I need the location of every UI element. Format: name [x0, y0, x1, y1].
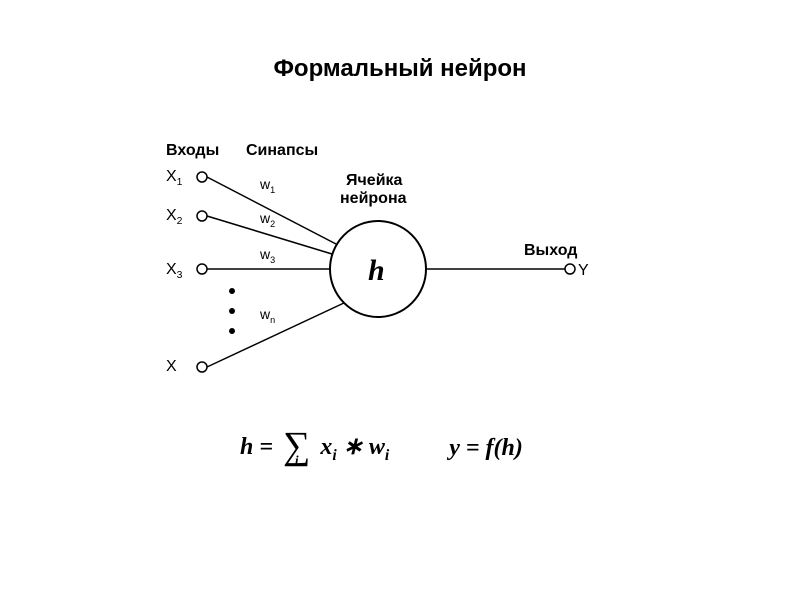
label-synapses_header: Синапсы [246, 142, 318, 160]
label-out_header: Выход [524, 242, 577, 260]
formula-h: h = ∑ i xi ∗ wi [240, 432, 389, 465]
diagram-page: { "title": { "text": "Формальный нейрон"… [0, 0, 800, 600]
label-xn: X [166, 358, 177, 376]
label-inputs_header: Входы [166, 142, 219, 160]
label-x3: X3 [166, 261, 182, 281]
label-w2: w2 [260, 210, 275, 229]
label-x1: X1 [166, 168, 182, 188]
label-y: Y [578, 262, 589, 280]
label-x2: X2 [166, 207, 182, 227]
label-h_in_circle: h [368, 254, 385, 288]
label-cell_header_l2: нейрона [340, 190, 407, 208]
formula-row: h = ∑ i xi ∗ wi y = f(h) [240, 432, 523, 465]
label-wn: wn [260, 306, 275, 325]
label-w3: w3 [260, 246, 275, 265]
label-w1: w1 [260, 176, 275, 195]
formula-y: y = f(h) [449, 435, 523, 462]
label-cell_header_l1: Ячейка [346, 172, 402, 190]
neuron-svg [0, 0, 800, 600]
